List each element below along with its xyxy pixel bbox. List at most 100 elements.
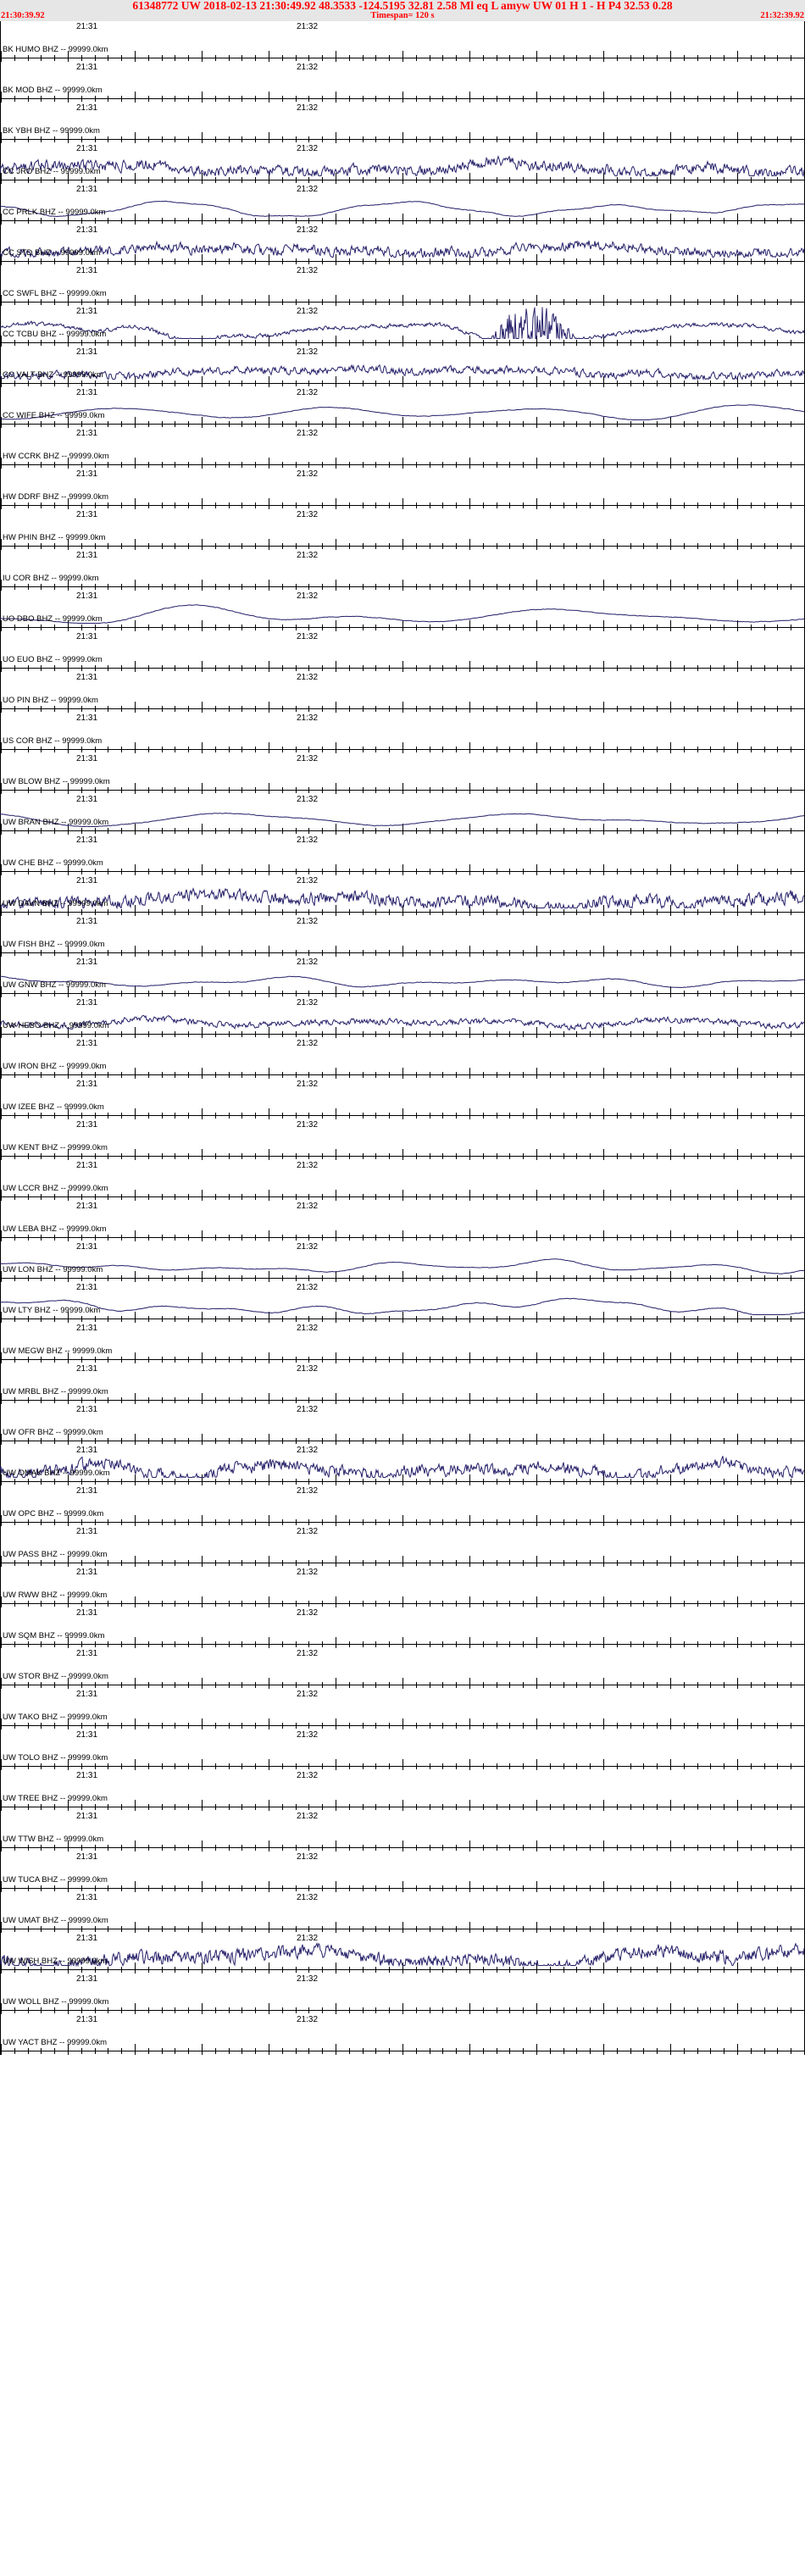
trace-row[interactable]: UW TUCA BHZ -- 99999.0km 21:31 21:32: [0, 1852, 805, 1892]
trace-row[interactable]: UW PASS BHZ -- 99999.0km 21:31 21:32: [0, 1526, 805, 1567]
trace-row[interactable]: UW KENT BHZ -- 99999.0km 21:31 21:32: [0, 1119, 805, 1160]
axis-tick-minor: [296, 543, 297, 549]
axis-tick-minor: [590, 625, 591, 630]
trace-row[interactable]: CC SWFL BHZ -- 99999.0km 21:31 21:32: [0, 265, 805, 306]
trace-row[interactable]: UO PIN BHZ -- 99999.0km 21:31 21:32: [0, 672, 805, 713]
axis-tick-minor: [349, 1153, 350, 1159]
trace-row[interactable]: UW MRBL BHZ -- 99999.0km 21:31 21:32: [0, 1363, 805, 1404]
trace-row[interactable]: UW LCCR BHZ -- 99999.0km 21:31 21:32: [0, 1160, 805, 1201]
axis-tick-minor: [349, 1031, 350, 1037]
axis-tick-minor: [509, 1967, 510, 1973]
trace-row[interactable]: CC TCBU BHZ -- 99999.0km 21:31 21:32: [0, 306, 805, 347]
axis-tick-major: [603, 498, 604, 509]
axis-tick-minor: [590, 1072, 591, 1078]
axis-tick-minor: [416, 1926, 417, 1932]
trace-row[interactable]: UW RWW BHZ -- 99999.0km 21:31 21:32: [0, 1567, 805, 1607]
axis-tick-major: [469, 1190, 470, 1201]
trace-row[interactable]: UW OFR BHZ -- 99999.0km 21:31 21:32: [0, 1404, 805, 1445]
trace-row[interactable]: UW TAKO BHZ -- 99999.0km 21:31 21:32: [0, 1689, 805, 1729]
trace-row[interactable]: UW IRON BHZ -- 99999.0km 21:31 21:32: [0, 1038, 805, 1079]
axis-tick-minor: [456, 177, 457, 183]
axis-tick-minor: [148, 787, 149, 793]
trace-stack[interactable]: BK HUMO BHZ -- 99999.0km 21:31 21:32 BK MOD…: [0, 21, 805, 2576]
axis-tick-major: [603, 661, 604, 672]
trace-row[interactable]: UW IZEE BHZ -- 99999.0km 21:31 21:32: [0, 1079, 805, 1119]
trace-row[interactable]: CC VALT BHZ -- 99999.0km 21:31 21:32: [0, 347, 805, 387]
trace-row[interactable]: UW TOLO BHZ -- 99999.0km 21:31 21:32: [0, 1729, 805, 1770]
axis-tick-minor: [255, 1682, 256, 1688]
axis-tick-minor: [389, 1235, 390, 1241]
trace-row[interactable]: UW OMAK BHZ -- 99999.0km 21:31 21:32: [0, 1445, 805, 1485]
trace-row[interactable]: UW LEBA BHZ -- 99999.0km 21:31 21:32: [0, 1201, 805, 1241]
axis-tick-major: [68, 132, 69, 143]
axis-tick-minor: [697, 1275, 698, 1281]
axis-tick-minor: [349, 1885, 350, 1891]
trace-row[interactable]: HW PHIN BHZ -- 99999.0km 21:31 21:32: [0, 509, 805, 550]
trace-row[interactable]: UW MEGW BHZ -- 99999.0km 21:31 21:32: [0, 1323, 805, 1363]
axis-tick-major: [737, 1230, 738, 1241]
trace-row[interactable]: HW CCRK BHZ -- 99999.0km 21:31 21:32: [0, 428, 805, 469]
axis-tick-minor: [162, 909, 163, 915]
axis-tick-minor: [590, 991, 591, 997]
axis-tick-minor: [215, 1885, 216, 1891]
axis-tick-minor: [375, 340, 376, 346]
axis-tick-minor: [697, 991, 698, 997]
trace-row[interactable]: UW HEBO BHZ -- 99999.0km 21:31 21:32: [0, 997, 805, 1038]
trace-row[interactable]: UW BLOW BHZ -- 99999.0km 21:31 21:32: [0, 753, 805, 794]
axis-tick-minor: [764, 1479, 765, 1485]
trace-row[interactable]: UW WISH BHZ -- 99999.0km 21:31 21:32: [0, 1933, 805, 1974]
axis-tick-minor: [710, 584, 711, 590]
axis-tick-minor: [308, 625, 309, 630]
axis-tick-minor: [148, 177, 149, 183]
axis-tick-minor: [389, 706, 390, 712]
axis-tick-minor: [14, 502, 15, 508]
trace-row[interactable]: CC WIFE BHZ -- 99999.0km 21:31 21:32: [0, 387, 805, 428]
axis-tick-minor: [28, 1031, 29, 1037]
axis-tick-minor: [523, 1153, 524, 1159]
axis-tick-minor: [54, 1560, 55, 1566]
axis-tick-minor: [643, 1357, 644, 1363]
trace-row[interactable]: UW SQM BHZ -- 99999.0km 21:31 21:32: [0, 1607, 805, 1648]
trace-row[interactable]: CC PRLK BHZ -- 99999.0km 21:31 21:32: [0, 184, 805, 225]
frame-left-edge: [0, 916, 1, 957]
axis-tick-minor: [349, 421, 350, 427]
axis-tick-minor: [456, 625, 457, 630]
axis-tick-major: [402, 214, 403, 225]
axis-tick-minor: [684, 869, 685, 874]
trace-row[interactable]: BK MOD BHZ -- 99999.0km 21:31 21:32: [0, 62, 805, 103]
trace-row[interactable]: UW TREE BHZ -- 99999.0km 21:31 21:32: [0, 1770, 805, 1811]
trace-row[interactable]: CC STD BHZ -- 99999.0km 21:31 21:32: [0, 225, 805, 265]
trace-row[interactable]: BK YBH BHZ -- 99999.0km 21:31 21:32: [0, 103, 805, 143]
axis-tick-minor: [148, 950, 149, 956]
trace-row[interactable]: BK HUMO BHZ -- 99999.0km 21:31 21:32: [0, 21, 805, 62]
axis-tick-minor: [710, 909, 711, 915]
trace-row[interactable]: UW LTY BHZ -- 99999.0km 21:31 21:32: [0, 1282, 805, 1323]
trace-row[interactable]: UO DBO BHZ -- 99999.0km 21:31 21:32: [0, 591, 805, 631]
trace-row[interactable]: UW DAVN BHZ -- 99999.0km 21:31 21:32: [0, 875, 805, 916]
axis-tick-minor: [363, 55, 364, 61]
axis-tick-major: [737, 946, 738, 957]
trace-row[interactable]: UW YACT BHZ -- 99999.0km 21:31 21:32: [0, 2014, 805, 2055]
trace-row[interactable]: UW GNW BHZ -- 99999.0km 21:31 21:32: [0, 957, 805, 997]
trace-row[interactable]: UW FISH BHZ -- 99999.0km 21:31 21:32: [0, 916, 805, 957]
trace-row[interactable]: UW TTW BHZ -- 99999.0km 21:31 21:32: [0, 1811, 805, 1852]
trace-row[interactable]: UO EUO BHZ -- 99999.0km 21:31 21:32: [0, 631, 805, 672]
trace-row[interactable]: CC JRO BHZ -- 99999.0km 21:31 21:32: [0, 143, 805, 184]
trace-row[interactable]: UW WOLL BHZ -- 99999.0km 21:31 21:32: [0, 1974, 805, 2014]
trace-row[interactable]: UW BRAN BHZ -- 99999.0km 21:31 21:32: [0, 794, 805, 835]
trace-row[interactable]: UW STOR BHZ -- 99999.0km 21:31 21:32: [0, 1648, 805, 1689]
trace-row[interactable]: IU COR BHZ -- 99999.0km 21:31 21:32: [0, 550, 805, 591]
trace-row[interactable]: UW UMAT BHZ -- 99999.0km 21:31 21:32: [0, 1892, 805, 1933]
trace-row[interactable]: US COR BHZ -- 99999.0km 21:31 21:32: [0, 713, 805, 753]
axis-tick-major: [202, 1068, 203, 1079]
trace-row[interactable]: UW LON BHZ -- 99999.0km 21:31 21:32: [0, 1241, 805, 1282]
axis-tick-major: [737, 376, 738, 387]
axis-tick-major: [68, 864, 69, 875]
trace-row[interactable]: UW OPC BHZ -- 99999.0km 21:31 21:32: [0, 1485, 805, 1526]
trace-row[interactable]: UW CHE BHZ -- 99999.0km 21:31 21:32: [0, 835, 805, 875]
axis-tick-minor: [375, 2048, 376, 2054]
axis-tick-minor: [215, 787, 216, 793]
axis-tick-minor: [764, 787, 765, 793]
trace-row[interactable]: HW DDRF BHZ -- 99999.0km 21:31 21:32: [0, 469, 805, 509]
axis-tick-major: [402, 92, 403, 103]
